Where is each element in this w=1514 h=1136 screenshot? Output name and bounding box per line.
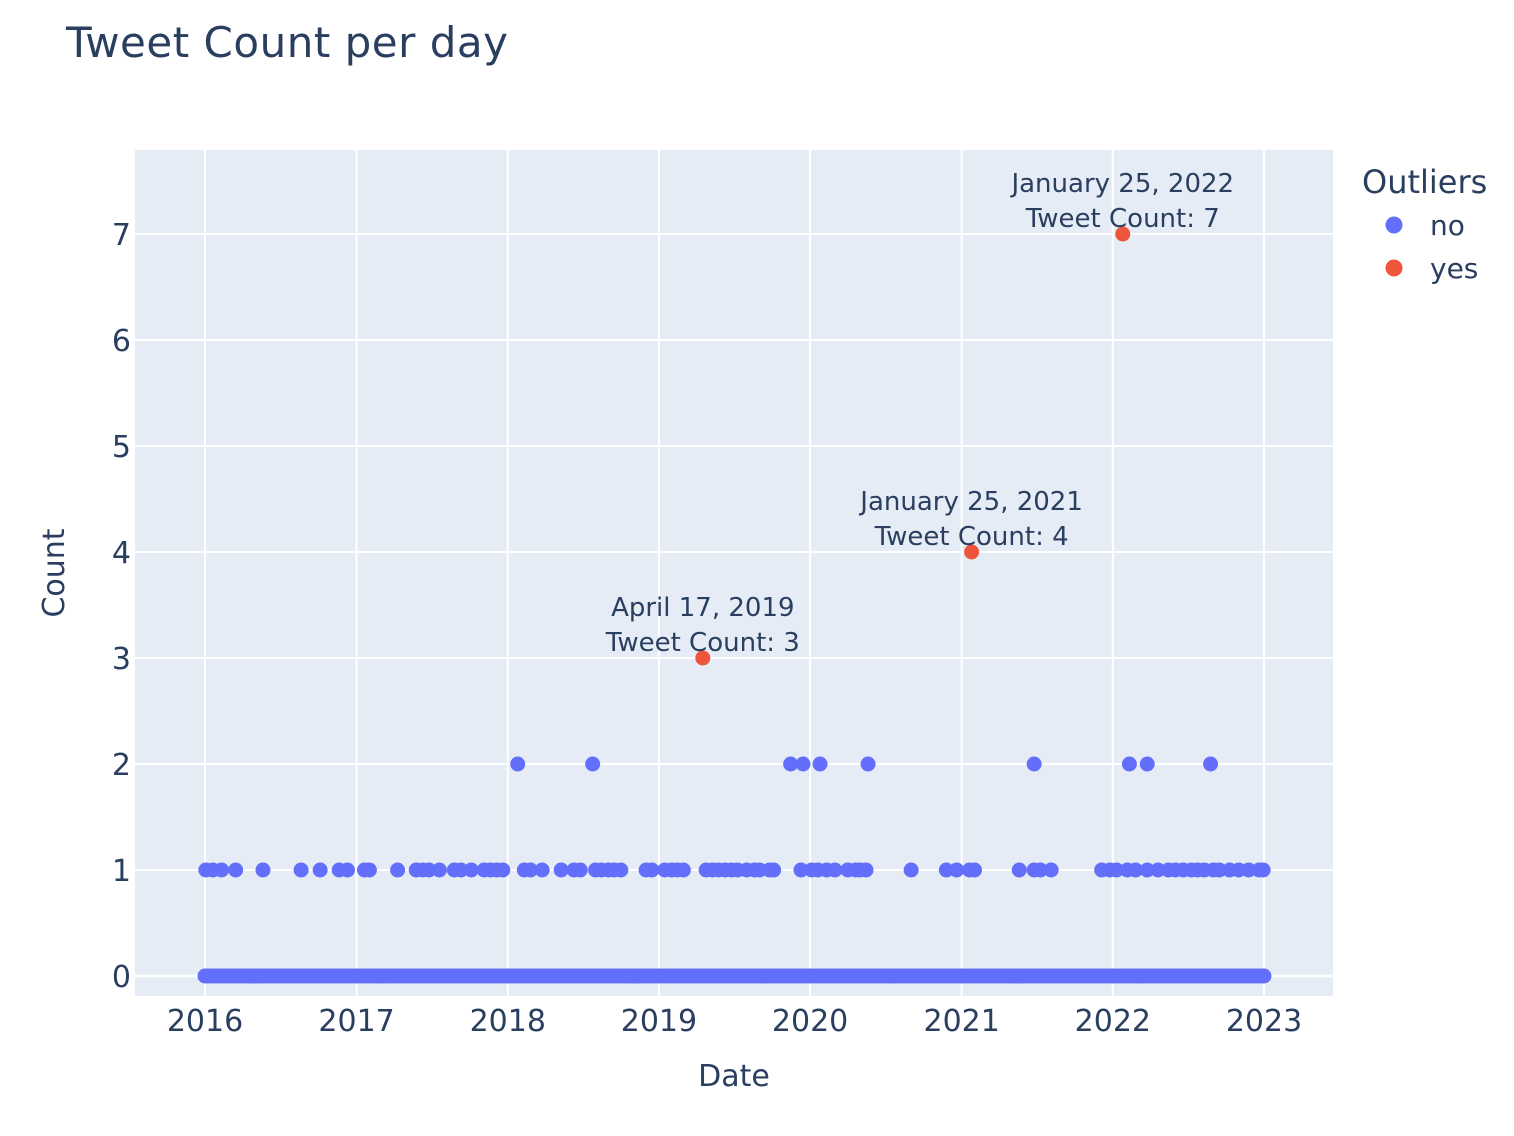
y-tick-label: 3 bbox=[112, 642, 131, 677]
annotation-count: Tweet Count: 4 bbox=[874, 522, 1069, 552]
grid bbox=[135, 150, 1333, 996]
data-point-no[interactable] bbox=[1241, 862, 1257, 878]
annotations: April 17, 2019 Tweet Count: 3 January 25, … bbox=[605, 169, 1234, 658]
annotation-date: January 25, 2022 bbox=[1009, 169, 1234, 199]
data-point-no[interactable] bbox=[255, 862, 271, 878]
x-tick-label: 2016 bbox=[167, 1004, 243, 1039]
x-tick-label: 2021 bbox=[923, 1004, 999, 1039]
data-point-no[interactable] bbox=[453, 862, 469, 878]
x-tick-label: 2022 bbox=[1075, 1004, 1151, 1039]
data-point-no[interactable] bbox=[858, 862, 874, 878]
data-point-no[interactable] bbox=[783, 756, 799, 772]
data-point-no[interactable] bbox=[903, 862, 919, 878]
legend-label: yes bbox=[1430, 252, 1478, 285]
y-tick-label: 4 bbox=[112, 536, 131, 571]
data-point-no[interactable] bbox=[572, 862, 588, 878]
data-point-yes[interactable] bbox=[1115, 226, 1131, 242]
data-point-no[interactable] bbox=[553, 862, 569, 878]
data-point-no[interactable] bbox=[675, 862, 691, 878]
data-point-no[interactable] bbox=[510, 756, 526, 772]
data-point-no[interactable] bbox=[1011, 862, 1027, 878]
data-point-no[interactable] bbox=[421, 862, 437, 878]
legend-marker bbox=[1385, 259, 1403, 277]
y-tick-label: 2 bbox=[112, 748, 131, 783]
data-point-no[interactable] bbox=[1203, 756, 1219, 772]
data-point-no[interactable] bbox=[495, 862, 511, 878]
data-point-no[interactable] bbox=[1043, 862, 1059, 878]
legend-title: Outliers bbox=[1362, 163, 1487, 201]
plot-area bbox=[135, 150, 1333, 996]
annotation-date: April 17, 2019 bbox=[611, 593, 794, 623]
data-point-no[interactable] bbox=[766, 862, 782, 878]
y-tick-label: 5 bbox=[112, 430, 131, 465]
data-point-no[interactable] bbox=[644, 862, 660, 878]
data-point-no[interactable] bbox=[949, 862, 965, 878]
data-point-no[interactable] bbox=[1026, 756, 1042, 772]
data-point-no[interactable] bbox=[585, 756, 601, 772]
annotation-count: Tweet Count: 7 bbox=[1025, 204, 1220, 234]
data-points bbox=[197, 226, 1272, 984]
data-point-no[interactable] bbox=[431, 862, 447, 878]
data-point-no[interactable] bbox=[1109, 862, 1125, 878]
y-tick-label: 7 bbox=[112, 218, 131, 253]
data-point-no[interactable] bbox=[293, 862, 309, 878]
x-tick-label: 2019 bbox=[621, 1004, 697, 1039]
data-point-yes[interactable] bbox=[964, 544, 980, 560]
data-point-no[interactable] bbox=[812, 756, 828, 772]
data-point-no[interactable] bbox=[1255, 862, 1271, 878]
x-axis-title: Date bbox=[698, 1059, 770, 1094]
legend-marker bbox=[1385, 216, 1403, 234]
legend-item-yes[interactable]: yes bbox=[1385, 252, 1479, 285]
data-point-no[interactable] bbox=[1032, 862, 1048, 878]
data-point-no[interactable] bbox=[390, 862, 406, 878]
data-point-no[interactable] bbox=[827, 862, 843, 878]
data-point-no[interactable] bbox=[534, 862, 550, 878]
data-point-no[interactable] bbox=[339, 862, 355, 878]
y-axis-title: Count bbox=[37, 528, 72, 617]
annotation-date: January 25, 2021 bbox=[858, 487, 1083, 517]
data-point-no[interactable] bbox=[1150, 862, 1166, 878]
data-point-no[interactable] bbox=[1139, 756, 1155, 772]
y-tick-label: 6 bbox=[112, 324, 131, 359]
chart-title: Tweet Count per day bbox=[66, 18, 509, 67]
x-axis-ticks: 2016 2017 2018 2019 2020 2021 2022 2023 bbox=[167, 1004, 1302, 1039]
y-axis-ticks: 0 1 2 3 4 5 6 7 bbox=[112, 218, 131, 995]
data-point-no[interactable] bbox=[361, 862, 377, 878]
y-tick-label: 0 bbox=[112, 960, 131, 995]
data-point-no[interactable] bbox=[523, 862, 539, 878]
data-point-yes[interactable] bbox=[695, 650, 711, 666]
data-point-no[interactable] bbox=[967, 862, 983, 878]
annotation-count: Tweet Count: 3 bbox=[605, 628, 800, 658]
data-point-no[interactable] bbox=[1128, 862, 1144, 878]
data-point-no[interactable] bbox=[793, 862, 809, 878]
data-point-no[interactable] bbox=[938, 862, 954, 878]
data-point-no[interactable] bbox=[1139, 862, 1155, 878]
data-point-no[interactable] bbox=[795, 756, 811, 772]
legend[interactable]: Outliers no yes bbox=[1362, 163, 1487, 285]
data-point-no[interactable] bbox=[214, 862, 230, 878]
legend-label: no bbox=[1430, 209, 1465, 242]
y-tick-label: 1 bbox=[112, 854, 131, 889]
data-point-no[interactable] bbox=[613, 862, 629, 878]
data-point-no[interactable] bbox=[1211, 862, 1227, 878]
data-point-no[interactable] bbox=[1256, 968, 1272, 984]
data-point-no[interactable] bbox=[860, 756, 876, 772]
data-point-no[interactable] bbox=[463, 862, 479, 878]
x-tick-label: 2018 bbox=[470, 1004, 546, 1039]
x-tick-label: 2020 bbox=[772, 1004, 848, 1039]
data-point-no[interactable] bbox=[228, 862, 244, 878]
data-point-no[interactable] bbox=[1121, 756, 1137, 772]
x-tick-label: 2023 bbox=[1226, 1004, 1302, 1039]
x-tick-label: 2017 bbox=[318, 1004, 394, 1039]
legend-item-no[interactable]: no bbox=[1385, 209, 1465, 242]
data-point-no[interactable] bbox=[312, 862, 328, 878]
